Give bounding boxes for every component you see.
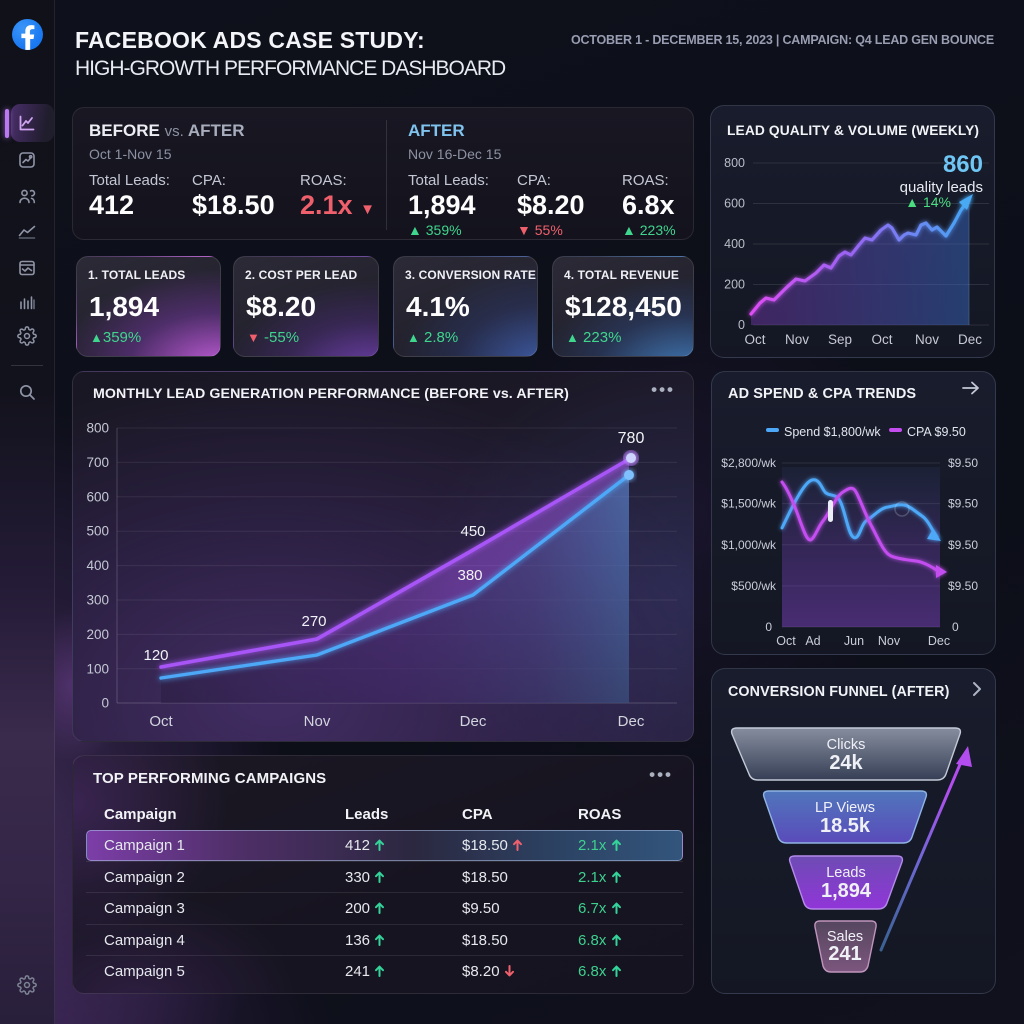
svg-text:Ad: Ad (805, 634, 820, 648)
svg-text:1,894: 1,894 (821, 880, 872, 902)
svg-text:241: 241 (828, 943, 861, 965)
svg-text:400: 400 (724, 237, 745, 251)
svg-text:860: 860 (943, 151, 983, 178)
svg-text:Sales: Sales (827, 929, 863, 945)
svg-text:Nov: Nov (878, 634, 901, 648)
svg-text:300: 300 (86, 593, 109, 608)
svg-text:CPA $9.50: CPA $9.50 (907, 425, 966, 439)
svg-text:0: 0 (952, 620, 959, 634)
svg-text:24k: 24k (829, 752, 863, 774)
svg-text:$9.50: $9.50 (948, 538, 978, 552)
svg-text:800: 800 (724, 156, 745, 170)
svg-text:200: 200 (86, 627, 109, 642)
svg-text:$9.50: $9.50 (948, 579, 978, 593)
svg-text:380: 380 (457, 567, 482, 584)
svg-text:Oct: Oct (149, 713, 173, 730)
svg-text:Jun: Jun (844, 634, 864, 648)
svg-text:$9.50: $9.50 (948, 497, 978, 511)
svg-text:Dec: Dec (618, 713, 645, 730)
svg-text:Nov: Nov (785, 332, 809, 347)
svg-text:100: 100 (86, 661, 109, 676)
svg-text:Dec: Dec (958, 332, 982, 347)
svg-text:Nov: Nov (915, 332, 939, 347)
svg-text:450: 450 (460, 523, 485, 540)
svg-text:$2,800/wk: $2,800/wk (721, 456, 777, 470)
svg-text:200: 200 (724, 278, 745, 292)
svg-text:Oct: Oct (776, 634, 796, 648)
svg-text:Oct: Oct (744, 332, 765, 347)
svg-text:18.5k: 18.5k (820, 815, 871, 837)
svg-text:Clicks: Clicks (827, 737, 866, 753)
svg-text:$1,500/wk: $1,500/wk (721, 497, 777, 511)
svg-text:$500/wk: $500/wk (731, 579, 777, 593)
svg-text:Sep: Sep (828, 332, 852, 347)
svg-text:400: 400 (86, 558, 109, 573)
svg-text:▲ 14%: ▲ 14% (905, 194, 951, 210)
svg-text:780: 780 (618, 430, 645, 447)
svg-text:Dec: Dec (928, 634, 950, 648)
svg-text:270: 270 (301, 613, 326, 630)
svg-text:Leads: Leads (826, 865, 866, 881)
svg-text:600: 600 (724, 197, 745, 211)
svg-text:quality leads: quality leads (900, 179, 983, 196)
svg-text:Nov: Nov (304, 713, 331, 730)
svg-text:$9.50: $9.50 (948, 456, 978, 470)
svg-text:Dec: Dec (460, 713, 487, 730)
svg-text:700: 700 (86, 455, 109, 470)
svg-text:0: 0 (765, 620, 772, 634)
svg-text:500: 500 (86, 524, 109, 539)
svg-text:0: 0 (101, 696, 109, 711)
svg-text:Spend $1,800/wk: Spend $1,800/wk (784, 425, 881, 439)
svg-text:$1,000/wk: $1,000/wk (721, 538, 777, 552)
svg-text:0: 0 (738, 318, 745, 332)
svg-text:800: 800 (86, 421, 109, 436)
svg-text:600: 600 (86, 489, 109, 504)
svg-text:LP Views: LP Views (815, 800, 875, 816)
svg-text:Oct: Oct (871, 332, 892, 347)
svg-text:120: 120 (143, 647, 168, 664)
